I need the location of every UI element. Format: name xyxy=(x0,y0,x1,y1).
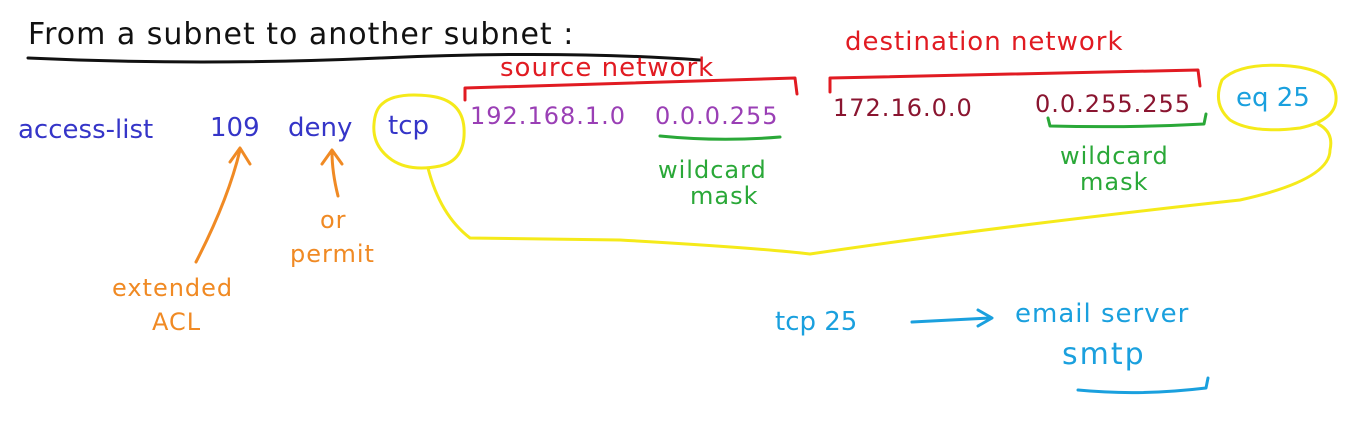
dest-wildcard-label-line1: wildcard xyxy=(1060,142,1169,170)
extended-arrow xyxy=(194,148,242,264)
port-match: eq 25 xyxy=(1236,83,1310,113)
dest-ip: 172.16.0.0 xyxy=(833,94,973,122)
source-wildcard-label-line2: mask xyxy=(690,182,759,210)
title-underline xyxy=(26,52,702,64)
command-protocol: tcp xyxy=(388,111,429,141)
note-port: tcp 25 xyxy=(775,307,857,337)
or-label-line1: or xyxy=(320,206,347,234)
command-action: deny xyxy=(288,113,352,143)
note-protocol-name: smtp xyxy=(1062,337,1146,372)
dest-wildcard: 0.0.255.255 xyxy=(1035,90,1191,118)
note-arrow xyxy=(910,316,992,324)
note-protocol-underline xyxy=(1076,376,1210,395)
source-network-bracket xyxy=(463,76,799,102)
protocol-circle xyxy=(372,93,466,170)
or-permit-arrow xyxy=(330,150,340,198)
command-keyword: access-list xyxy=(18,115,153,145)
destination-network-bracket xyxy=(828,68,1202,94)
destination-network-label: destination network xyxy=(845,27,1124,57)
dest-wildcard-underline xyxy=(1046,112,1208,129)
title-text: From a subnet to another subnet : xyxy=(28,17,574,52)
source-network-label: source network xyxy=(500,53,714,83)
extended-label-line2: ACL xyxy=(152,308,201,336)
extended-arrowhead xyxy=(228,146,252,166)
protocol-port-link xyxy=(426,122,1333,256)
note-service: email server xyxy=(1015,299,1189,329)
port-circle xyxy=(1216,63,1338,132)
extended-label-line1: extended xyxy=(112,274,233,302)
or-permit-arrowhead xyxy=(320,148,344,166)
source-ip: 192.168.1.0 xyxy=(470,102,626,130)
dest-wildcard-label-line2: mask xyxy=(1080,168,1149,196)
source-wildcard-label-line1: wildcard xyxy=(658,156,767,184)
command-number: 109 xyxy=(210,113,260,143)
source-wildcard: 0.0.0.255 xyxy=(655,102,779,130)
or-label-line2: permit xyxy=(290,240,375,268)
source-wildcard-underline xyxy=(658,134,782,141)
note-arrowhead xyxy=(976,308,994,328)
